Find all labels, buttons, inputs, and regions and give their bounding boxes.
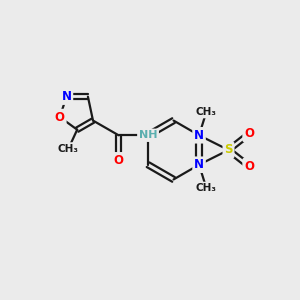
Text: O: O: [55, 111, 65, 124]
Text: N: N: [61, 90, 71, 103]
Text: CH₃: CH₃: [196, 183, 217, 193]
Text: O: O: [244, 160, 254, 173]
Text: O: O: [244, 127, 254, 140]
Text: N: N: [194, 129, 204, 142]
Text: NH: NH: [139, 130, 157, 140]
Text: CH₃: CH₃: [58, 144, 79, 154]
Text: S: S: [224, 143, 233, 157]
Text: O: O: [114, 154, 124, 167]
Text: N: N: [194, 158, 204, 171]
Text: CH₃: CH₃: [196, 107, 217, 117]
